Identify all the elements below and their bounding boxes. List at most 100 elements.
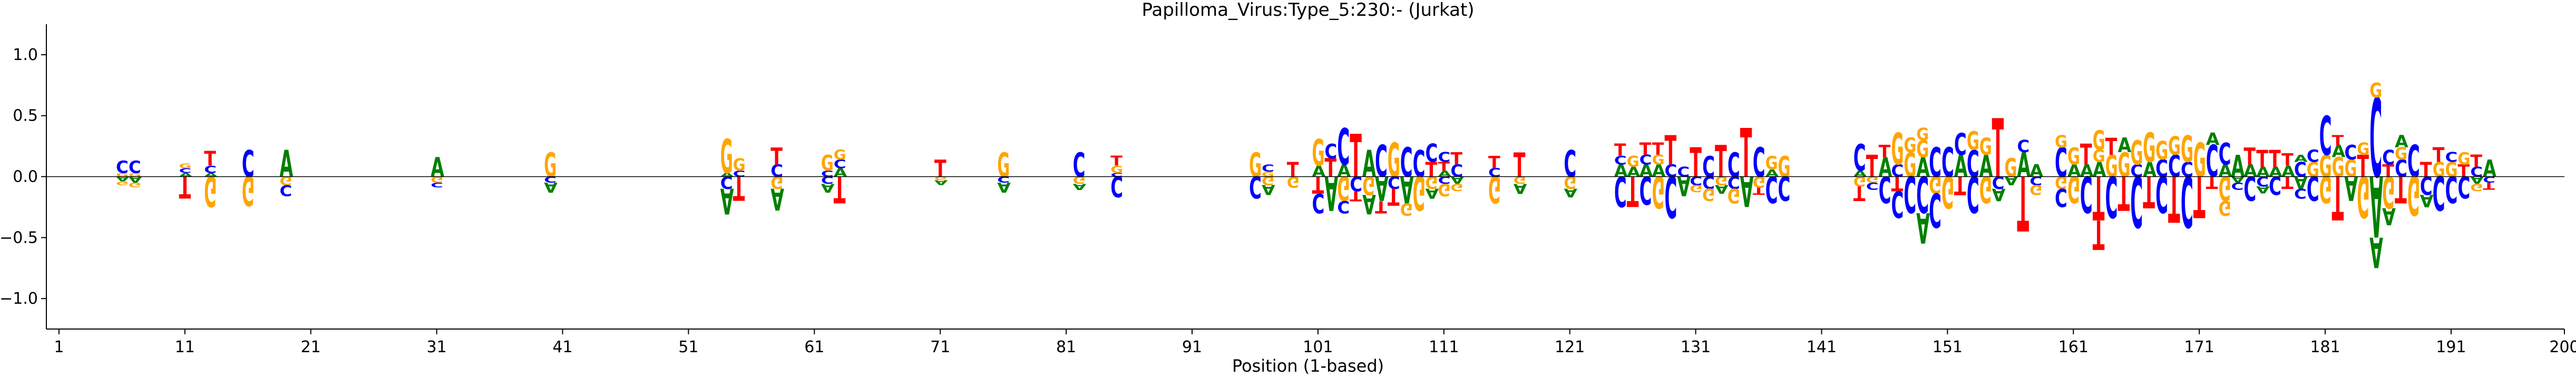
logo-letter-C: C — [2080, 165, 2093, 223]
logo-letter-G: G — [1627, 153, 1640, 171]
logo-letter-A: A — [2269, 164, 2282, 180]
logo-letter-G: G — [997, 145, 1010, 184]
logo-letter-A: A — [1992, 185, 2006, 204]
logo-letter-G: G — [544, 145, 557, 184]
logo-letter-T: T — [733, 168, 745, 207]
logo-letter-C: C — [1690, 174, 1702, 187]
logo-letter-A: A — [2080, 161, 2094, 181]
logo-letter-A: A — [431, 152, 444, 183]
logo-letter-T: T — [2470, 152, 2482, 171]
logo-letter-C: C — [2294, 186, 2307, 202]
x-tick-label: 121 — [1555, 338, 1585, 356]
logo-letter-G: G — [1450, 182, 1463, 193]
logo-letter-T: T — [2269, 146, 2281, 173]
logo-letter-C: C — [2319, 105, 2332, 168]
logo-letter-G: G — [2319, 149, 2332, 184]
logo-letter-C: C — [1337, 197, 1350, 217]
logo-letter-A: A — [1879, 152, 1892, 183]
logo-letter-G: G — [2382, 166, 2395, 217]
logo-letter-T: T — [1690, 139, 1702, 186]
logo-letter-G: G — [2307, 158, 2319, 182]
logo-letter-A: A — [1715, 182, 1729, 196]
logo-letter-A: A — [2219, 161, 2232, 181]
logo-letter-C: C — [1614, 166, 1627, 215]
logo-letter-G: G — [2168, 132, 2181, 161]
logo-letter-G: G — [2345, 155, 2357, 182]
logo-letter-C: C — [1728, 145, 1740, 184]
logo-letter-G: G — [1853, 173, 1866, 188]
logo-letter-G: G — [2407, 164, 2420, 226]
logo-letter-G: G — [1249, 145, 1262, 184]
logo-letter-G: G — [2067, 143, 2080, 170]
logo-letter-G: G — [1904, 145, 1916, 184]
logo-letter-C: C — [280, 181, 292, 198]
logo-letter-G: G — [2004, 154, 2017, 183]
x-tick-label: 161 — [2058, 338, 2089, 356]
x-tick-label: 51 — [678, 338, 698, 356]
logo-letter-G: G — [1765, 152, 1778, 174]
x-tick-label: 151 — [1933, 338, 1963, 356]
logo-letter-G: G — [1514, 174, 1526, 186]
logo-letter-G: G — [2130, 133, 2143, 172]
logo-letter-G: G — [2219, 196, 2231, 220]
y-tick-label: −1.0 — [0, 290, 38, 308]
logo-letter-C: C — [1614, 154, 1627, 167]
logo-letter-G: G — [1967, 127, 1979, 156]
logo-letter-G: G — [2181, 127, 2193, 171]
logo-letter-T: T — [2243, 144, 2256, 171]
logo-letter-G: G — [1110, 164, 1123, 175]
x-tick-label: 41 — [552, 338, 572, 356]
logo-letter-T: T — [1614, 141, 1626, 160]
logo-letter-C: C — [1879, 168, 1891, 211]
x-tick-label: 101 — [1303, 338, 1333, 356]
logo-letter-C: C — [2155, 156, 2168, 183]
logo-letter-C: C — [2294, 158, 2307, 182]
logo-letter-C: C — [1904, 165, 1916, 223]
logo-letter-G: G — [1929, 171, 1941, 198]
logo-letter-C: C — [1564, 142, 1576, 185]
logo-letter-T: T — [1350, 123, 1362, 191]
logo-letter-T: T — [1753, 185, 1765, 196]
logo-letter-C: C — [2181, 160, 2193, 242]
logo-letter-C: C — [1728, 173, 1740, 193]
logo-letter-G: G — [2470, 182, 2483, 193]
logo-letter-C: C — [2017, 137, 2029, 157]
logo-letter-T: T — [2281, 150, 2294, 170]
logo-letter-A: A — [179, 172, 192, 178]
logo-letter-A: A — [204, 172, 218, 178]
logo-letter-A: A — [1564, 186, 1577, 200]
logo-letter-C: C — [1073, 145, 1086, 184]
logo-letter-G: G — [1652, 166, 1665, 217]
logo-letter-C: C — [2269, 171, 2281, 200]
logo-letter-C: C — [2445, 150, 2458, 165]
logo-letter-T: T — [1514, 146, 1526, 185]
logo-letter-G: G — [1073, 174, 1086, 186]
logo-letter-C: C — [1388, 173, 1400, 193]
logo-letter-A: A — [2256, 184, 2270, 195]
logo-letter-G: G — [1413, 165, 1426, 220]
logo-letter-T: T — [1640, 140, 1652, 159]
logo-letter-A: A — [1740, 166, 1754, 214]
logo-letter-C: C — [1891, 183, 1904, 226]
logo-letter-C: C — [1413, 142, 1426, 185]
y-tick-label: 0.0 — [13, 168, 38, 186]
x-tick-label: 1 — [54, 338, 64, 356]
logo-letter-A: A — [544, 180, 558, 195]
logo-letter-A: A — [2294, 153, 2308, 165]
logo-letter-C: C — [1677, 164, 1690, 180]
logo-letter-T: T — [2017, 158, 2029, 245]
logo-letter-C: C — [1262, 163, 1274, 174]
logo-letter-G: G — [1904, 134, 1916, 157]
y-tick-label: 1.0 — [13, 46, 38, 64]
logo-letter-C: C — [1640, 167, 1652, 211]
logo-letter-T: T — [2093, 162, 2105, 232]
y-tick-label: 0.5 — [13, 107, 38, 125]
logo-letter-T: T — [2256, 146, 2268, 173]
logo-letter-C: C — [2206, 136, 2219, 187]
logo-letter-A: A — [770, 181, 784, 216]
logo-letter-T: T — [1426, 158, 1438, 182]
logo-letter-C: C — [1866, 180, 1879, 192]
logo-letter-C: C — [2407, 136, 2420, 187]
logo-letter-C: C — [2130, 161, 2143, 181]
logo-letter-C: C — [1853, 136, 1866, 180]
